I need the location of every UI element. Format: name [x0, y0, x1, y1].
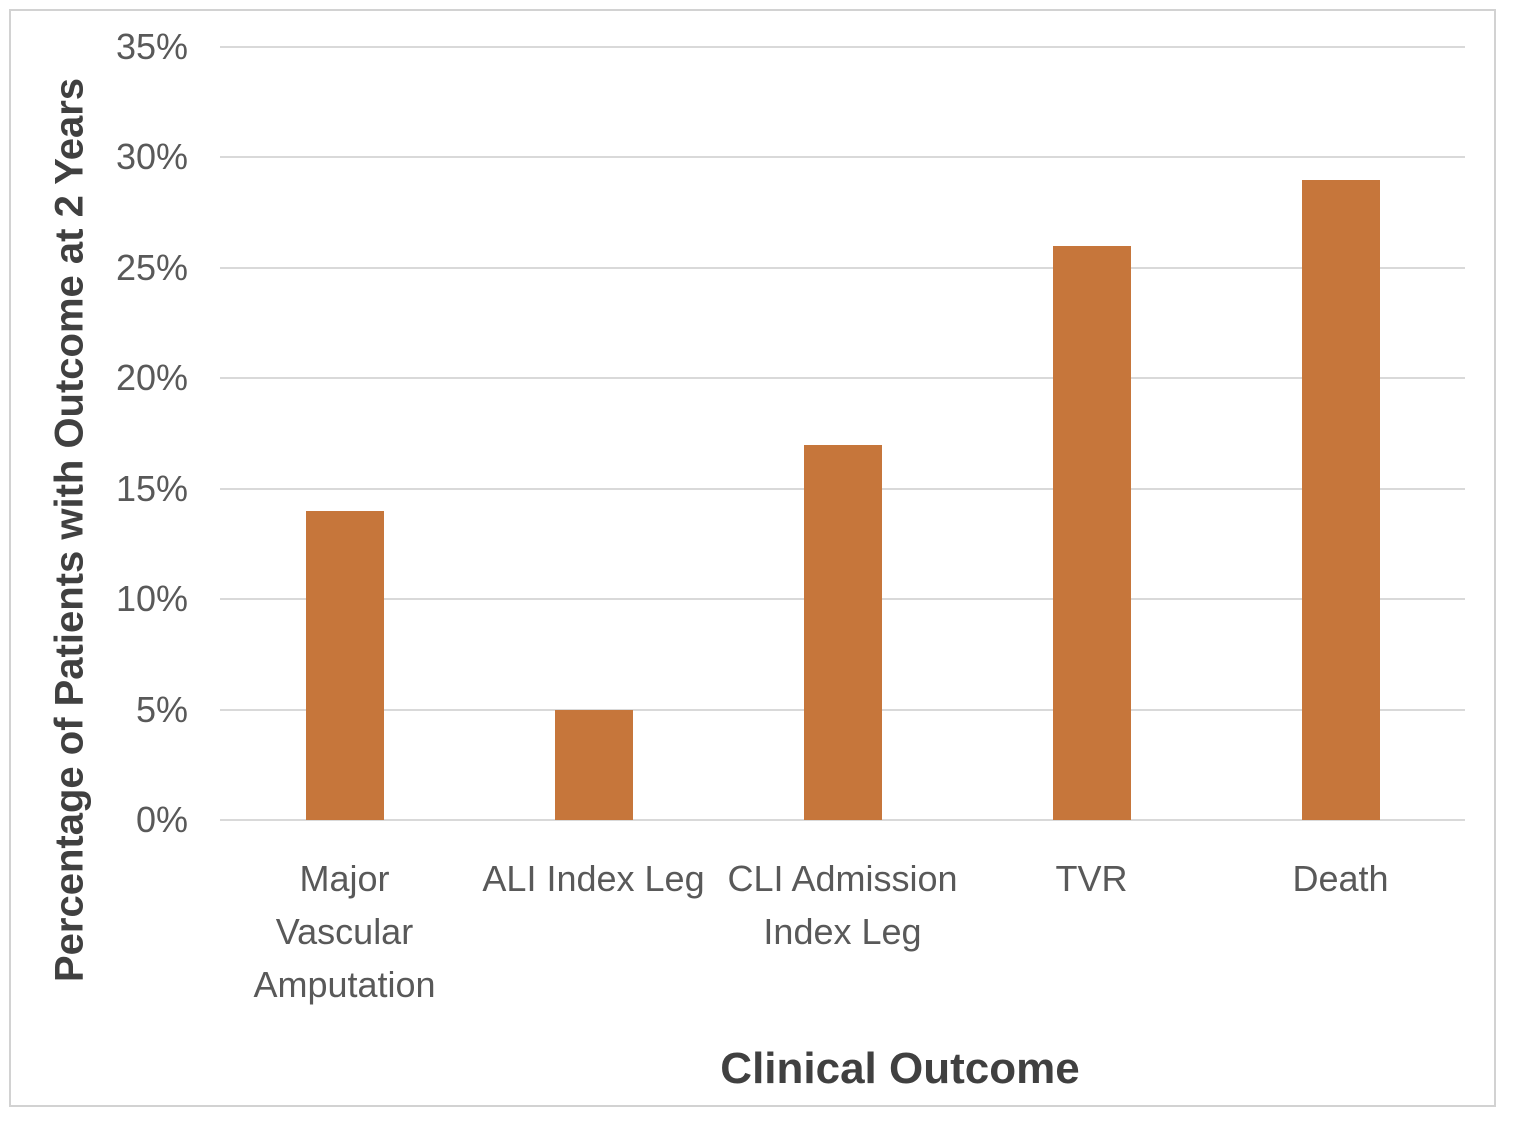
bar-tvr — [1052, 245, 1131, 820]
x-tick-label-line: Vascular — [275, 911, 414, 952]
y-gridline — [220, 819, 1465, 821]
x-tick-label-line: TVR — [1055, 858, 1128, 899]
y-gridline — [220, 266, 1465, 269]
y-gridline — [220, 156, 1465, 159]
x-tick-label: Death — [1292, 852, 1388, 905]
y-tick-label: 0% — [135, 799, 188, 840]
x-tick-label: CLI Admission Index Leg — [727, 852, 957, 958]
y-tick-label: 10% — [115, 578, 188, 620]
bar-ali-index-leg — [554, 709, 633, 820]
x-tick-label: Major Vascular Amputation — [253, 852, 435, 1011]
bar-major-vascular-amputation — [305, 510, 384, 820]
y-tick-label: 25% — [115, 246, 188, 288]
x-tick-label-line: CLI Admission — [727, 858, 958, 899]
y-tick-label: 15% — [115, 467, 188, 509]
y-gridline — [220, 377, 1465, 380]
bar-cli-admission-index-leg — [803, 444, 882, 820]
y-axis-title: Percentage of Patients with Outcome at 2… — [47, 77, 92, 983]
y-tick-label: 5% — [135, 688, 188, 730]
x-tick-label-line: Death — [1292, 858, 1389, 899]
y-tick-label: 20% — [115, 357, 188, 399]
bar-death — [1301, 179, 1380, 820]
x-tick-label-line: Index Leg — [763, 911, 922, 952]
x-tick-label-line: Amputation — [253, 964, 436, 1005]
x-axis-title: Clinical Outcome — [720, 1044, 1080, 1093]
x-tick-label-line: ALI Index Leg — [482, 858, 705, 899]
x-tick-label-line: Major — [299, 858, 390, 899]
y-tick-label: 35% — [115, 26, 188, 67]
y-gridline — [220, 46, 1465, 48]
x-tick-label: ALI Index Leg — [482, 852, 704, 905]
x-tick-label: TVR — [1056, 852, 1128, 905]
y-tick-label: 30% — [115, 136, 188, 178]
